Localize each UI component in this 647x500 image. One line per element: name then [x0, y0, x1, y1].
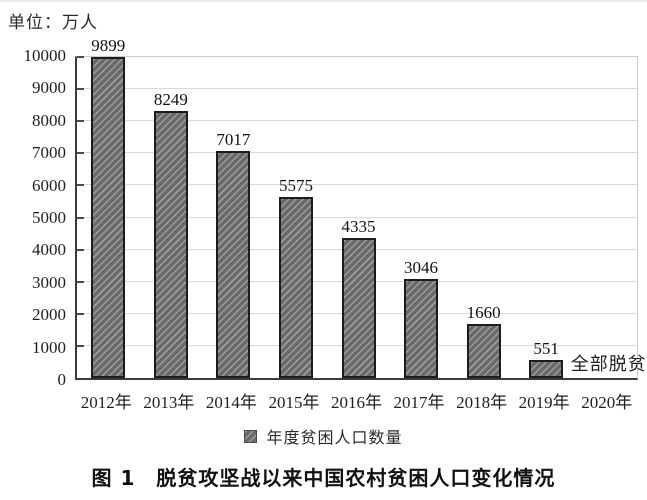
y-axis-label-9000: 9000	[32, 78, 66, 98]
x-axis-label-2013年: 2013年	[143, 393, 195, 412]
bar-2013年	[153, 111, 188, 378]
bar-value-label-2014年: 7017	[216, 130, 251, 149]
y-axis-tick-10000	[77, 56, 84, 58]
bar-value-label-2013年: 8249	[153, 90, 188, 109]
y-axis-label-0: 0	[57, 370, 67, 389]
y-axis-tick-1000	[77, 344, 84, 347]
y-axis-label-5000: 5000	[32, 208, 66, 227]
bar-2017年	[404, 279, 439, 378]
x-axis-label-2016年: 2016年	[331, 393, 382, 412]
bar-2012年	[91, 57, 126, 378]
legend-hatched-swatch-icon	[244, 429, 258, 443]
bar-2016年	[341, 238, 376, 378]
x-axis-label-2020年: 2020年	[581, 393, 633, 412]
y-axis-label-1000: 1000	[32, 337, 66, 357]
plot-area: 9899 8249 7017 5575 4335 3046 1660 551 全部脱贫	[75, 37, 646, 380]
bar-2015年	[278, 197, 313, 378]
bar-value-label-2016年: 4335	[341, 217, 376, 236]
y-axis-label-2000: 2000	[32, 305, 66, 325]
bar-value-label-2015年: 5575	[278, 176, 313, 195]
legend: 年度贫困人口数量	[0, 424, 647, 448]
figure-caption: 图 1 脱贫攻坚战以来中国农村贫困人口变化情况	[91, 466, 556, 490]
x-axis-label-2017年: 2017年	[393, 393, 445, 412]
y-axis-label-3000: 3000	[32, 272, 66, 292]
gridline-y-8000	[77, 120, 637, 122]
unit-label: 单位：万人	[8, 13, 98, 32]
y-axis-tick-6000	[77, 184, 84, 187]
x-axis-label-2019年: 2019年	[518, 393, 570, 412]
y-axis-label-7000: 7000	[32, 143, 66, 163]
y-axis-tick-2000	[77, 312, 84, 315]
annotation-all-lifted-out-of-poverty: 全部脱贫	[570, 354, 647, 374]
legend-label: 年度贫困人口数量	[266, 430, 403, 447]
gridline-y-5000	[77, 216, 637, 218]
bar-value-label-2019年: 551	[533, 339, 559, 358]
gridline-y-6000	[77, 184, 637, 186]
y-axis-label-10000: 10000	[23, 46, 67, 65]
bar-value-label-2012年: 9899	[91, 36, 126, 55]
y-axis-label-4000: 4000	[32, 240, 66, 260]
bar-2019年	[529, 360, 564, 378]
x-axis-label-2018年: 2018年	[456, 393, 508, 412]
gridline-y-9000	[77, 88, 637, 90]
y-axis-tick-4000	[77, 248, 84, 251]
bar-2014年	[216, 151, 251, 378]
bar-value-label-2018年: 1660	[466, 303, 501, 322]
x-axis-label-2014年: 2014年	[205, 393, 257, 412]
y-axis-label-8000: 8000	[32, 110, 66, 130]
x-axis-label-2015年: 2015年	[268, 393, 320, 412]
x-axis-label-2012年: 2012年	[80, 393, 132, 412]
y-axis-tick-9000	[77, 88, 84, 91]
bar-2018年	[466, 324, 501, 378]
gridline-y-7000	[77, 152, 637, 154]
y-axis-tick-3000	[77, 280, 84, 283]
y-axis-tick-5000	[77, 216, 84, 219]
y-axis-label-6000: 6000	[32, 175, 66, 195]
y-axis-tick-8000	[77, 120, 84, 123]
figure-top-border	[0, 0, 647, 2]
bar-value-label-2017年: 3046	[404, 258, 439, 277]
y-axis-tick-7000	[77, 152, 84, 155]
